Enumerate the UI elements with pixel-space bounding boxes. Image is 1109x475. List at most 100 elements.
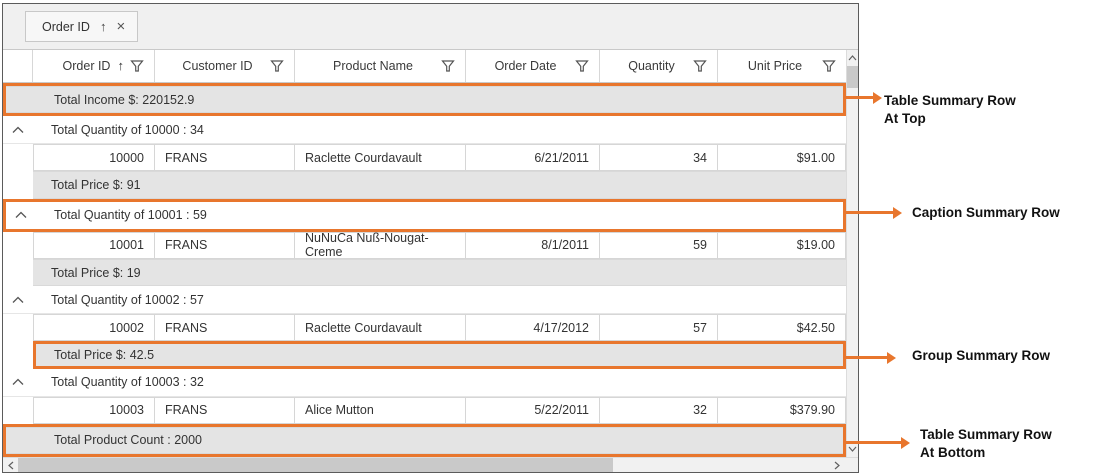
group-caption-label: Total Quantity of 10001 : 59 bbox=[54, 208, 207, 223]
filter-icon[interactable] bbox=[822, 59, 836, 73]
filter-icon[interactable] bbox=[270, 59, 284, 73]
cell-product-name[interactable]: Raclette Courdavault bbox=[295, 144, 466, 172]
group-chip-order-id[interactable]: Order ID ↑ × bbox=[25, 11, 139, 42]
row-indent-cell bbox=[3, 259, 33, 286]
annotation-line: Table Summary Row bbox=[884, 93, 1016, 108]
table-row[interactable]: 10003 FRANS Alice Mutton 5/22/2011 32 $3… bbox=[3, 396, 846, 424]
collapse-group-button[interactable] bbox=[3, 126, 33, 134]
horizontal-scrollbar-track[interactable] bbox=[613, 458, 829, 472]
cell-unit-price[interactable]: $19.00 bbox=[718, 231, 846, 259]
row-indent-cell bbox=[3, 144, 33, 171]
cell-order-date[interactable]: 4/17/2012 bbox=[466, 314, 600, 342]
column-label: Product Name bbox=[333, 59, 413, 73]
column-header-customer-id[interactable]: Customer ID bbox=[155, 50, 295, 82]
callout-arrow-caption-summary bbox=[845, 206, 902, 219]
column-header-order-date[interactable]: Order Date bbox=[466, 50, 600, 82]
sort-ascending-icon[interactable]: ↑ bbox=[99, 19, 107, 34]
column-label: Order Date bbox=[494, 59, 557, 73]
scroll-down-button[interactable] bbox=[847, 441, 858, 457]
row-indent-cell bbox=[3, 314, 33, 341]
cell-unit-price[interactable]: $42.50 bbox=[718, 314, 846, 342]
column-header-unit-price[interactable]: Unit Price bbox=[718, 50, 846, 82]
group-chip-label: Order ID bbox=[42, 19, 90, 34]
column-header-order-id[interactable]: Order ID ↑ bbox=[33, 50, 155, 82]
cell-customer-id[interactable]: FRANS bbox=[155, 231, 295, 259]
cell-quantity[interactable]: 32 bbox=[600, 396, 718, 424]
callout-arrow-group-summary bbox=[845, 351, 896, 364]
vertical-scrollbar-track[interactable] bbox=[847, 88, 858, 441]
group-caption-label: Total Quantity of 10003 : 32 bbox=[51, 375, 204, 390]
cell-order-id[interactable]: 10003 bbox=[33, 396, 155, 424]
group-caption-row[interactable]: Total Quantity of 10000 : 34 bbox=[3, 116, 846, 145]
scroll-up-button[interactable] bbox=[847, 50, 858, 66]
group-summary-label: Total Price $: 91 bbox=[33, 171, 846, 199]
collapse-group-button[interactable] bbox=[3, 296, 33, 304]
table-summary-label: Total Product Count : 2000 bbox=[6, 426, 843, 455]
cell-order-id[interactable]: 10000 bbox=[33, 144, 155, 172]
filter-icon[interactable] bbox=[575, 59, 589, 73]
cell-unit-price[interactable]: $379.90 bbox=[718, 396, 846, 424]
scroll-left-button[interactable] bbox=[3, 458, 18, 472]
scrollbar-corner bbox=[844, 458, 858, 472]
header-indent-cell bbox=[3, 50, 33, 82]
horizontal-scrollbar-thumb[interactable] bbox=[18, 458, 613, 472]
horizontal-scrollbar[interactable] bbox=[3, 458, 845, 472]
collapse-group-button[interactable] bbox=[3, 378, 33, 386]
column-header-product-name[interactable]: Product Name bbox=[295, 50, 466, 82]
vertical-scrollbar-thumb[interactable] bbox=[847, 66, 858, 88]
filter-icon[interactable] bbox=[693, 59, 707, 73]
table-summary-row-top: Total Income $: 220152.9 bbox=[3, 83, 846, 117]
cell-quantity[interactable]: 34 bbox=[600, 144, 718, 172]
annotation-line: Table Summary Row bbox=[920, 427, 1052, 442]
cell-quantity[interactable]: 57 bbox=[600, 314, 718, 342]
cell-unit-price[interactable]: $91.00 bbox=[718, 144, 846, 172]
table-row[interactable]: 10002 FRANS Raclette Courdavault 4/17/20… bbox=[3, 314, 846, 342]
cell-customer-id[interactable]: FRANS bbox=[155, 396, 295, 424]
filter-icon[interactable] bbox=[441, 59, 455, 73]
group-summary-row: Total Price $: 42.5 bbox=[3, 341, 846, 369]
group-caption-label: Total Quantity of 10000 : 34 bbox=[51, 122, 204, 137]
cell-customer-id[interactable]: FRANS bbox=[155, 314, 295, 342]
scroll-right-button[interactable] bbox=[829, 458, 844, 472]
column-label: Order ID bbox=[62, 59, 111, 73]
callout-arrow-top-summary bbox=[845, 91, 882, 104]
column-header-quantity[interactable]: Quantity bbox=[600, 50, 718, 82]
filter-icon[interactable] bbox=[130, 59, 144, 73]
annotation-table-summary-top: Table Summary Row At Top bbox=[884, 92, 1016, 128]
group-summary-label: Total Price $: 19 bbox=[33, 258, 846, 287]
cell-quantity[interactable]: 59 bbox=[600, 231, 718, 259]
cell-order-date[interactable]: 5/22/2011 bbox=[466, 396, 600, 424]
group-caption-label: Total Quantity of 10002 : 57 bbox=[51, 292, 204, 307]
group-caption-row[interactable]: Total Quantity of 10001 : 59 bbox=[3, 198, 846, 232]
data-grid: Order ID ↑ × Order ID ↑ Customer ID bbox=[2, 3, 859, 473]
remove-group-icon[interactable]: × bbox=[116, 18, 126, 35]
cell-order-id[interactable]: 10001 bbox=[33, 231, 155, 259]
collapse-group-button[interactable] bbox=[6, 211, 36, 219]
annotation-line: At Bottom bbox=[920, 445, 986, 460]
annotation-line: At Top bbox=[884, 111, 926, 126]
cell-order-date[interactable]: 8/1/2011 bbox=[466, 231, 600, 259]
cell-product-name[interactable]: Alice Mutton bbox=[295, 396, 466, 424]
vertical-scrollbar[interactable] bbox=[846, 50, 858, 457]
group-summary-label: Total Price $: 42.5 bbox=[33, 341, 846, 369]
group-caption-row[interactable]: Total Quantity of 10003 : 32 bbox=[3, 368, 846, 397]
cell-customer-id[interactable]: FRANS bbox=[155, 144, 295, 172]
cell-product-name[interactable]: Raclette Courdavault bbox=[295, 314, 466, 342]
cell-product-name[interactable]: NuNuCa Nuß-Nougat-Creme bbox=[295, 231, 466, 259]
annotation-line: Group Summary Row bbox=[912, 348, 1051, 363]
group-caption-row[interactable]: Total Quantity of 10002 : 57 bbox=[3, 286, 846, 315]
column-label: Unit Price bbox=[747, 59, 803, 73]
column-header-row: Order ID ↑ Customer ID Product Name bbox=[3, 50, 846, 83]
cell-order-id[interactable]: 10002 bbox=[33, 314, 155, 342]
table-summary-label: Total Income $: 220152.9 bbox=[6, 86, 843, 114]
table-row[interactable]: 10000 FRANS Raclette Courdavault 6/21/20… bbox=[3, 144, 846, 172]
callout-arrow-bottom-summary bbox=[845, 436, 910, 449]
row-indent-cell bbox=[3, 232, 33, 259]
annotation-caption-summary: Caption Summary Row bbox=[912, 204, 1060, 222]
group-drop-area[interactable]: Order ID ↑ × bbox=[3, 4, 858, 50]
table-row[interactable]: 10001 FRANS NuNuCa Nuß-Nougat-Creme 8/1/… bbox=[3, 231, 846, 259]
cell-order-date[interactable]: 6/21/2011 bbox=[466, 144, 600, 172]
group-summary-row: Total Price $: 91 bbox=[3, 171, 846, 199]
sort-ascending-icon: ↑ bbox=[117, 58, 125, 73]
table-summary-row-bottom: Total Product Count : 2000 bbox=[3, 423, 846, 458]
